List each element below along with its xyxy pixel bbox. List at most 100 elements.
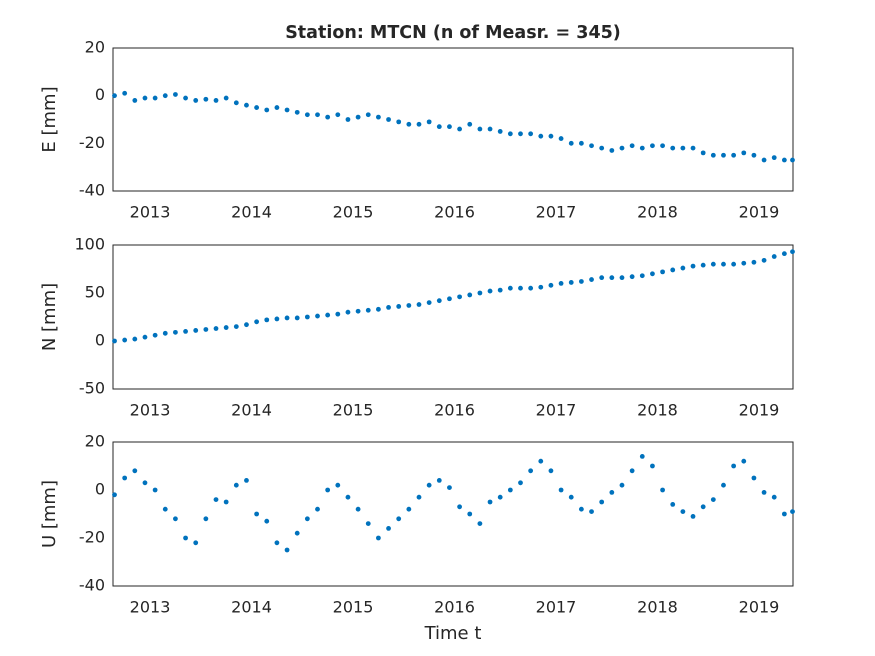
data-point xyxy=(396,516,402,522)
data-point xyxy=(781,251,787,257)
data-point xyxy=(487,288,493,294)
y-tick-label: -20 xyxy=(79,133,105,152)
data-point xyxy=(589,509,594,514)
data-point xyxy=(325,487,331,493)
data-point xyxy=(426,482,432,488)
data-point xyxy=(264,317,270,323)
data-point xyxy=(223,325,229,330)
data-point xyxy=(589,143,594,149)
data-point xyxy=(152,332,158,338)
data-point xyxy=(639,145,645,151)
data-point xyxy=(518,480,523,486)
x-tick-label: 2019 xyxy=(739,401,780,420)
data-point xyxy=(790,509,795,514)
data-point xyxy=(152,487,158,493)
data-point xyxy=(193,540,199,546)
data-point xyxy=(355,114,361,120)
data-point xyxy=(264,518,270,524)
data-point xyxy=(731,152,737,158)
data-point xyxy=(721,482,726,488)
data-point xyxy=(132,336,138,342)
y-tick-label: 0 xyxy=(95,85,105,104)
data-point xyxy=(558,136,564,141)
data-point xyxy=(264,107,270,113)
data-point xyxy=(132,468,138,474)
data-point xyxy=(660,143,665,149)
data-point xyxy=(771,494,777,500)
data-point xyxy=(142,334,148,340)
data-point xyxy=(284,107,290,113)
data-point xyxy=(436,298,442,304)
data-point xyxy=(254,511,260,517)
data-point xyxy=(690,514,696,519)
data-point xyxy=(619,482,625,488)
data-point xyxy=(497,287,503,293)
data-point xyxy=(416,121,422,127)
data-point xyxy=(761,257,767,263)
data-point xyxy=(710,497,716,502)
data-point xyxy=(781,157,787,163)
data-point xyxy=(386,526,391,531)
data-point xyxy=(376,114,381,120)
y-tick-label: -20 xyxy=(79,528,105,547)
data-point xyxy=(203,516,209,522)
data-point xyxy=(639,454,645,459)
data-point xyxy=(223,499,229,505)
axes-box xyxy=(112,47,794,192)
data-point xyxy=(741,260,747,266)
data-point xyxy=(639,273,645,279)
data-point xyxy=(589,277,594,282)
y-tick-label: 0 xyxy=(95,331,105,350)
data-point xyxy=(365,112,371,118)
data-point xyxy=(386,117,391,122)
data-point xyxy=(609,148,615,153)
data-point xyxy=(629,468,635,474)
x-tick-label: 2019 xyxy=(739,203,780,222)
x-tick-label: 2017 xyxy=(536,203,577,222)
data-point xyxy=(304,314,310,320)
y-tick-label: 0 xyxy=(95,480,105,499)
data-point xyxy=(376,306,381,312)
data-point xyxy=(325,312,331,318)
data-point xyxy=(244,478,249,483)
data-point xyxy=(173,329,178,335)
y-axis-label: U [mm] xyxy=(39,480,60,548)
y-tick-label: 50 xyxy=(85,283,105,302)
data-point xyxy=(467,121,473,127)
data-point xyxy=(457,294,462,300)
data-point xyxy=(578,140,584,146)
data-point xyxy=(518,285,523,291)
data-point xyxy=(487,499,493,505)
x-tick-label: 2017 xyxy=(536,598,577,617)
data-point xyxy=(345,309,351,315)
data-point xyxy=(447,485,452,490)
data-point xyxy=(183,95,188,101)
data-point xyxy=(751,152,757,158)
data-point xyxy=(629,143,635,149)
data-point xyxy=(183,329,188,334)
data-point xyxy=(315,313,320,319)
x-tick-label: 2014 xyxy=(231,203,272,222)
data-point xyxy=(325,114,331,120)
data-point xyxy=(487,126,493,132)
data-point xyxy=(335,112,341,118)
data-point xyxy=(528,468,534,474)
data-point xyxy=(680,145,686,151)
x-tick-label: 2018 xyxy=(637,203,678,222)
data-point xyxy=(467,292,473,298)
data-point xyxy=(244,102,249,108)
data-point xyxy=(416,494,422,500)
data-point xyxy=(162,330,168,336)
data-point xyxy=(609,490,615,495)
x-tick-label: 2018 xyxy=(637,401,678,420)
data-point xyxy=(294,315,300,321)
data-point xyxy=(660,487,665,493)
data-point xyxy=(436,124,442,130)
data-point xyxy=(142,95,148,101)
data-point xyxy=(294,530,300,536)
data-point xyxy=(660,269,665,275)
data-point xyxy=(132,98,138,103)
data-point xyxy=(284,315,290,321)
